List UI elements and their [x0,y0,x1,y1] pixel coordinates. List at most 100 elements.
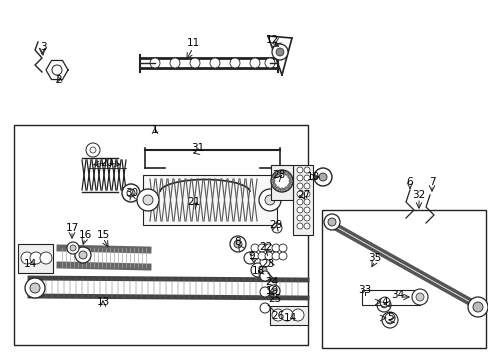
Circle shape [380,302,386,308]
Text: 17: 17 [65,223,79,233]
Circle shape [284,187,288,191]
Text: 31: 31 [191,143,204,153]
Circle shape [30,283,40,293]
Circle shape [304,167,309,173]
Circle shape [327,218,335,226]
Circle shape [250,244,259,252]
Circle shape [275,187,279,191]
Circle shape [264,244,272,252]
Circle shape [304,183,309,189]
Text: 8: 8 [234,237,241,247]
Circle shape [271,223,282,233]
Circle shape [67,242,79,254]
Circle shape [384,313,394,323]
Circle shape [379,297,389,307]
Circle shape [287,175,291,179]
Circle shape [264,58,274,68]
Circle shape [304,175,309,181]
Circle shape [260,257,269,267]
Text: 1: 1 [151,125,158,135]
Circle shape [376,298,390,312]
Text: 28: 28 [272,170,285,180]
Circle shape [313,168,331,186]
Circle shape [258,244,265,252]
Circle shape [40,252,52,264]
Circle shape [284,171,288,175]
Bar [361,290,419,305]
Circle shape [264,252,272,260]
Circle shape [122,184,140,202]
Text: 18: 18 [251,266,264,276]
Text: 10: 10 [306,172,319,182]
Bar [142,175,276,225]
Text: 13: 13 [96,297,109,307]
Circle shape [415,293,423,301]
Circle shape [296,199,303,205]
Circle shape [270,179,274,183]
Circle shape [250,252,259,260]
Circle shape [296,191,303,197]
Text: 22: 22 [259,242,272,252]
Circle shape [260,244,269,254]
Circle shape [272,175,276,179]
Circle shape [260,271,269,281]
Circle shape [244,252,256,264]
Circle shape [259,266,266,274]
Text: 5: 5 [386,312,392,322]
Circle shape [70,245,76,251]
Text: 34: 34 [390,290,404,300]
Circle shape [279,244,286,252]
Text: 20: 20 [100,158,113,168]
Circle shape [275,48,284,56]
Circle shape [385,316,393,324]
Circle shape [209,58,220,68]
Text: 35: 35 [367,253,381,263]
Circle shape [52,65,62,75]
Circle shape [250,263,264,277]
Circle shape [79,251,87,259]
Circle shape [280,188,284,192]
Circle shape [86,143,100,157]
Circle shape [296,223,303,229]
Circle shape [90,147,96,153]
Text: 15: 15 [96,230,109,240]
Circle shape [304,223,309,229]
Circle shape [170,58,180,68]
Text: 4: 4 [381,297,387,307]
Circle shape [127,189,135,197]
Text: 33: 33 [358,285,371,295]
Circle shape [296,167,303,173]
Circle shape [30,252,42,264]
Circle shape [304,215,309,221]
Circle shape [272,184,276,188]
Circle shape [260,287,269,297]
Circle shape [279,252,286,260]
Circle shape [229,58,240,68]
Text: 11: 11 [186,38,199,48]
Text: 21: 21 [187,197,200,207]
Text: 7: 7 [428,177,434,187]
Circle shape [271,252,280,260]
Circle shape [296,175,303,181]
Circle shape [381,312,397,328]
Circle shape [249,58,260,68]
Text: 12: 12 [265,35,278,45]
Circle shape [281,309,292,321]
Circle shape [304,199,309,205]
Circle shape [271,309,284,321]
Bar [292,165,312,235]
Text: 30: 30 [125,188,138,198]
Text: 3: 3 [40,42,46,52]
Circle shape [287,184,291,188]
Circle shape [280,170,284,174]
Circle shape [467,297,487,317]
Bar [270,165,292,200]
Text: 29: 29 [269,220,282,230]
Text: 25: 25 [268,294,281,304]
Text: 26: 26 [271,311,284,321]
Circle shape [304,207,309,213]
Text: 23: 23 [261,259,274,269]
Circle shape [258,252,265,260]
Text: 27: 27 [297,190,310,200]
Circle shape [137,189,159,211]
